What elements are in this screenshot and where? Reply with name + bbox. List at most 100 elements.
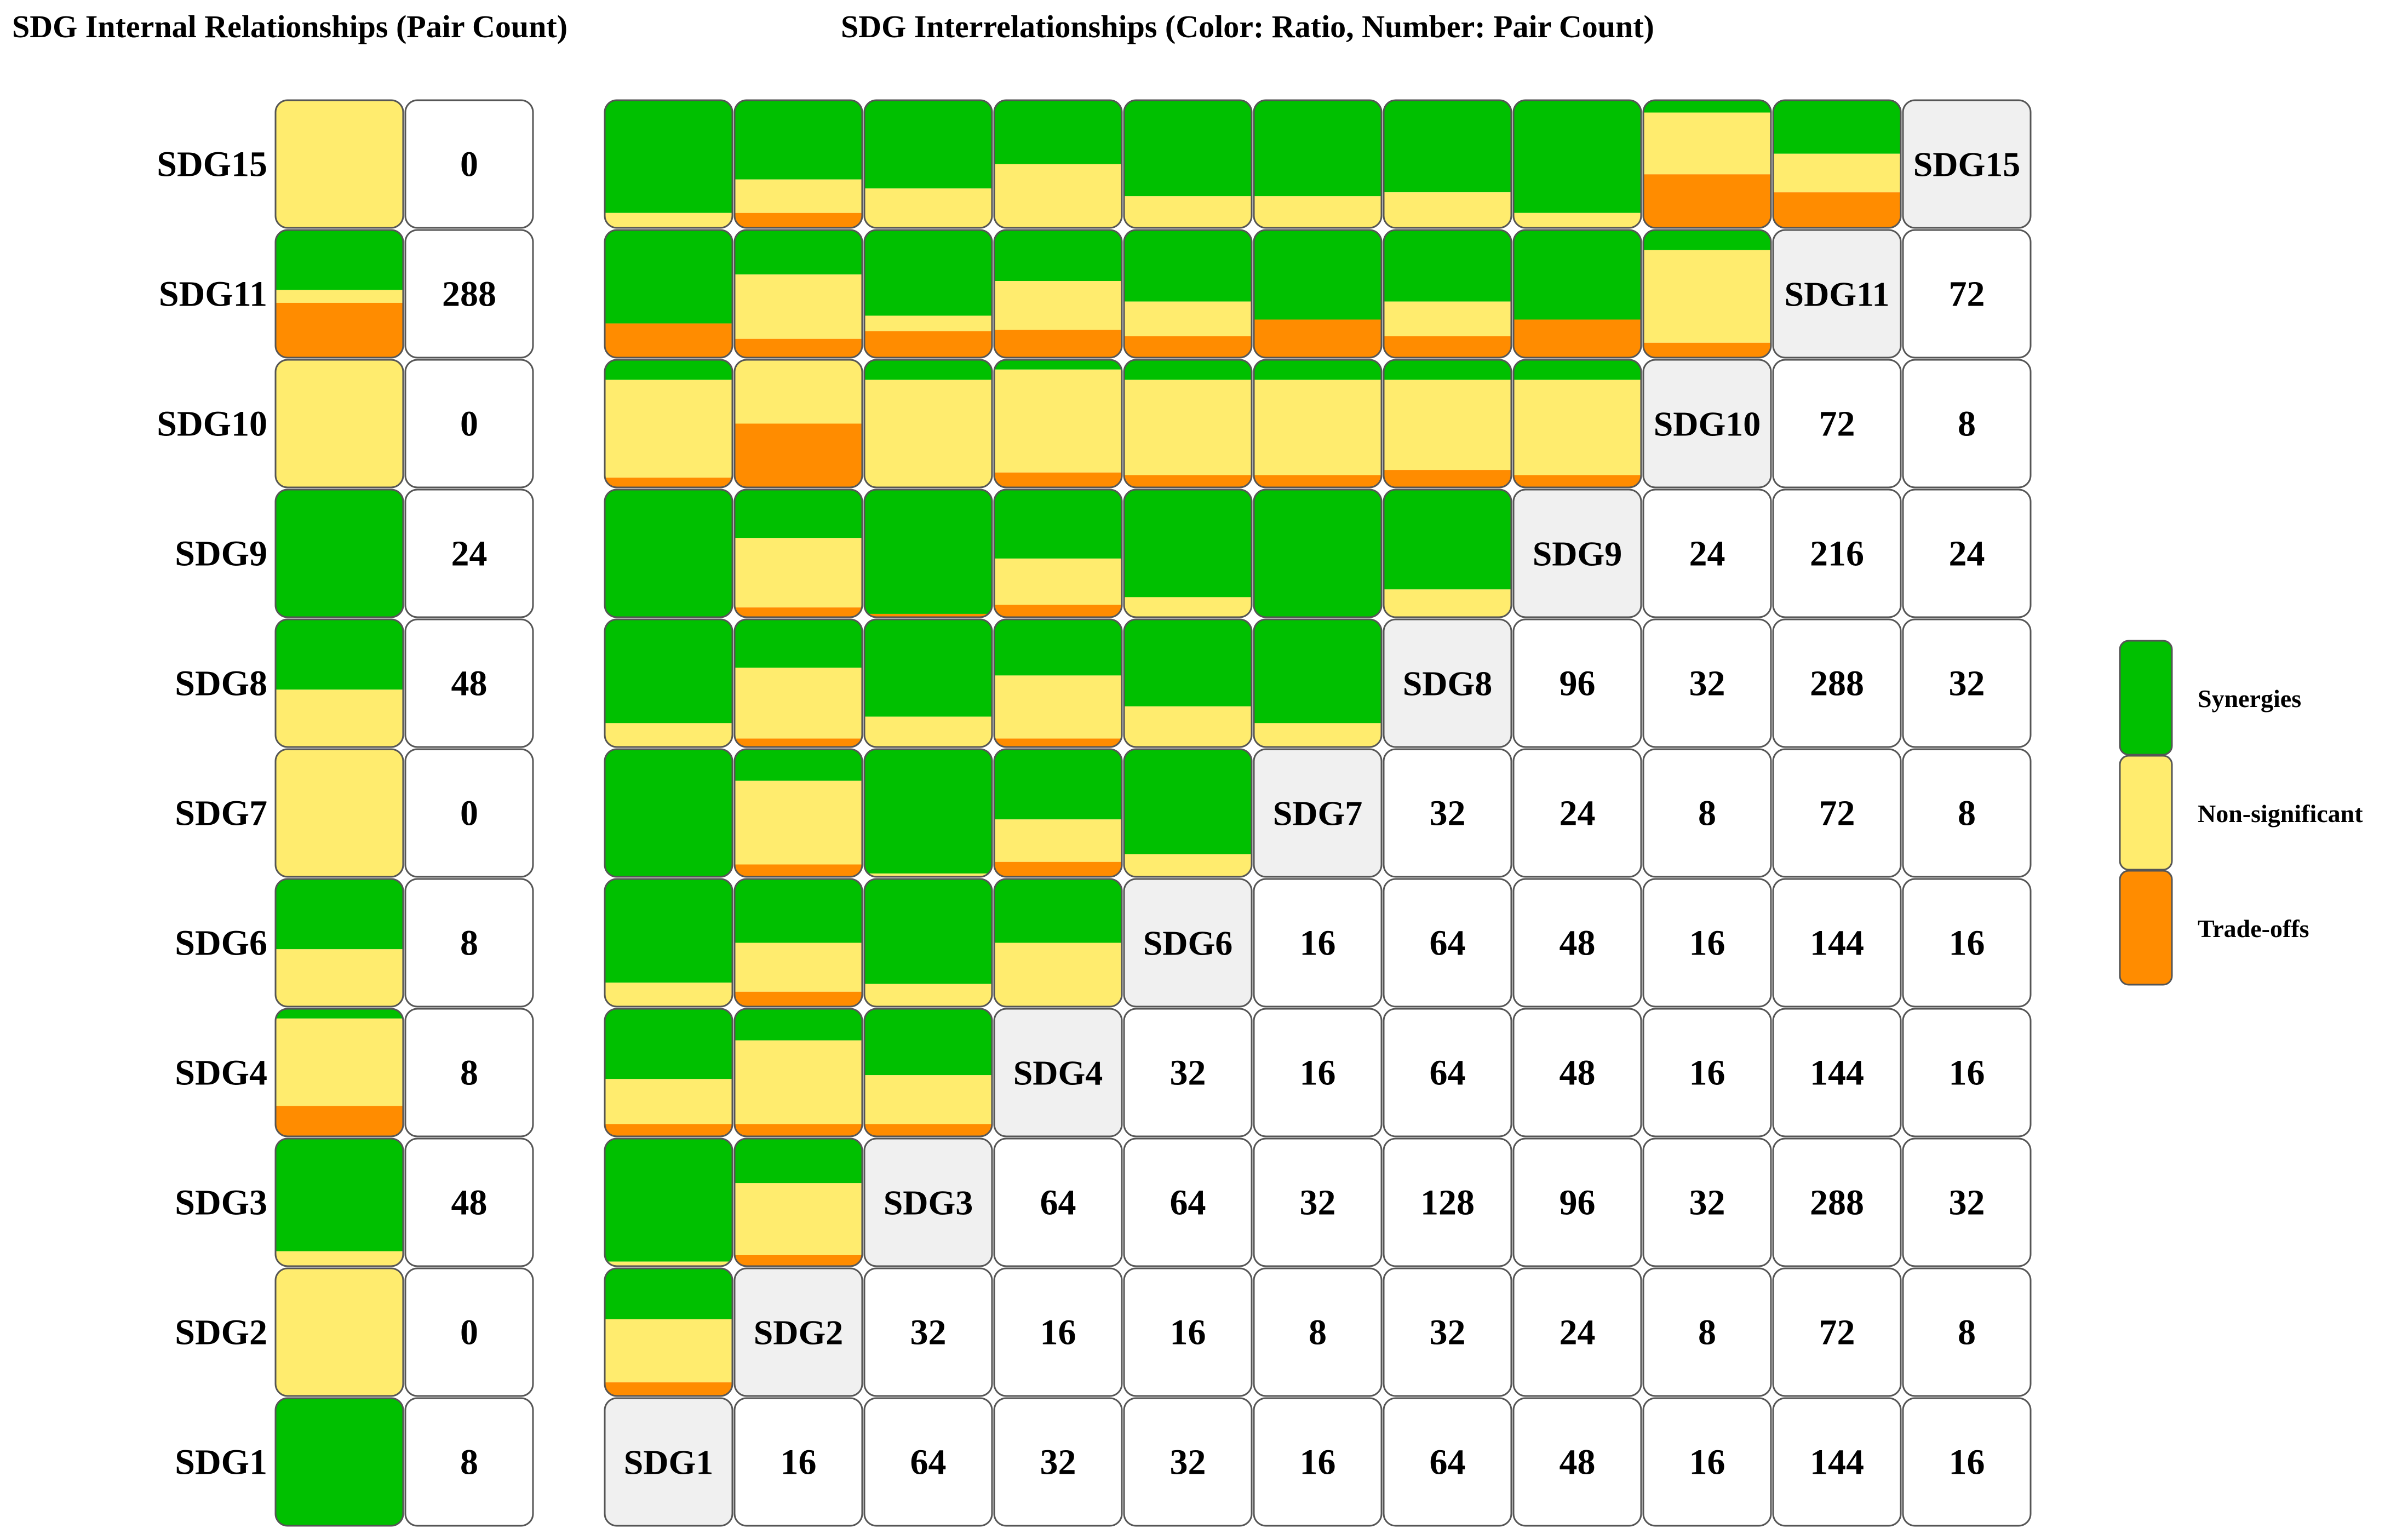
synergy-segment [275, 878, 404, 950]
ratio-cell [1123, 748, 1253, 878]
synergy-segment [275, 1008, 404, 1019]
internal-ratio-bar [274, 1267, 404, 1397]
nonsignificant-segment [994, 281, 1122, 330]
ratio-cell [1642, 99, 1772, 229]
tradeoff-segment [604, 1124, 733, 1137]
pair-count-cell: 16 [1902, 1008, 2032, 1137]
nonsignificant-segment [1253, 196, 1382, 228]
pair-count-cell: 72 [1902, 229, 2032, 359]
ratio-cell [604, 489, 733, 618]
nonsignificant-segment [1123, 597, 1252, 618]
diagonal-label-cell-text: SDG7 [1273, 794, 1363, 833]
pair-count-cell: 16 [733, 1397, 863, 1527]
ratio-cell [733, 618, 863, 748]
tradeoff-segment [1253, 319, 1382, 358]
ratio-cell [863, 359, 993, 489]
ratio-cell [1383, 99, 1512, 229]
ratio-cell [1512, 229, 1642, 359]
nonsignificant-segment [734, 179, 863, 213]
internal-ratio-bar [274, 618, 404, 748]
ratio-cell [1383, 489, 1512, 618]
ratio-cell [1123, 618, 1253, 748]
ratio-cell [1123, 99, 1253, 229]
pair-count-cell-text: 144 [1810, 1443, 1864, 1482]
ratio-cell [604, 229, 733, 359]
pair-count-cell: 16 [1642, 878, 1772, 1008]
diagonal-label-cell-text: SDG2 [754, 1313, 844, 1352]
diagonal-label-cell-text: SDG1 [624, 1443, 714, 1482]
diagonal-label-cell: SDG7 [1253, 748, 1383, 878]
ratio-cell [1772, 99, 1902, 229]
ratio-cell [993, 489, 1123, 618]
tradeoff-segment [994, 330, 1122, 358]
pair-count-cell-text: 64 [910, 1443, 947, 1482]
tradeoff-segment [1383, 470, 1512, 488]
pair-count-cell-text: 32 [1949, 1183, 1985, 1223]
synergy-segment [1123, 359, 1252, 380]
nonsignificant-segment [604, 1319, 733, 1383]
pair-count-cell-text: 32 [1170, 1443, 1206, 1482]
ratio-cell [604, 99, 733, 229]
pair-count-cell: 144 [1772, 1397, 1902, 1527]
synergy-segment [604, 229, 733, 324]
tradeoff-segment [994, 861, 1122, 877]
row-label: SDG10 [157, 404, 267, 444]
diagonal-label-cell-text: SDG15 [1913, 145, 2021, 184]
pair-count-cell: 16 [1253, 1397, 1383, 1527]
interrelationships-matrix: SDG15 SDG11 72 SDG10 72 8 SDG9 24 216 24 SDG8 96 32 2… [604, 99, 2032, 1527]
synergy-segment [1513, 229, 1642, 320]
pair-count-cell-text: 24 [1560, 1313, 1596, 1353]
pair-count-cell: 32 [1123, 1008, 1253, 1137]
tradeoff-segment [275, 1106, 404, 1137]
tradeoff-segment [604, 478, 733, 488]
pair-count-cell: 64 [1123, 1137, 1253, 1267]
pair-count-cell-text: 24 [1949, 534, 1985, 574]
tradeoff-segment [994, 605, 1122, 618]
tradeoff-segment [994, 738, 1122, 748]
pair-count-cell: 32 [1123, 1397, 1253, 1527]
pair-count-cell: 144 [1772, 878, 1902, 1008]
pair-count-cell-text: 48 [1560, 923, 1596, 963]
tradeoff-segment [734, 864, 863, 877]
ratio-cell [1253, 618, 1383, 748]
nonsignificant-segment [994, 819, 1122, 862]
tradeoff-segment [1383, 336, 1512, 358]
nonsignificant-segment [734, 1040, 863, 1124]
internal-pair-count: 48 [404, 618, 534, 748]
pair-count-cell-text: 216 [1810, 534, 1864, 574]
tradeoff-segment [275, 302, 404, 358]
pair-count-cell-text: 48 [1560, 1053, 1596, 1093]
nonsignificant-segment [734, 538, 863, 608]
nonsignificant-segment [1383, 192, 1512, 228]
pair-count-cell: 8 [1902, 748, 2032, 878]
nonsignificant-segment [734, 943, 863, 992]
tradeoff-segment [1123, 336, 1252, 358]
pair-count-cell-text: 16 [1949, 923, 1985, 963]
tradeoff-segment [994, 472, 1122, 488]
legend-swatch [2119, 640, 2173, 756]
pair-count-cell: 48 [1512, 1008, 1642, 1137]
pair-count-cell-text: 96 [1560, 1183, 1596, 1223]
pair-count-cell: 216 [1772, 489, 1902, 618]
ratio-cell [604, 878, 733, 1008]
synergy-segment [1253, 100, 1382, 197]
nonsignificant-segment [1383, 301, 1512, 337]
ratio-cell [733, 1008, 863, 1137]
synergy-segment [994, 229, 1122, 281]
pair-count-cell-text: 72 [1819, 404, 1855, 444]
tradeoff-segment [734, 738, 863, 748]
pair-count-cell: 64 [1383, 878, 1512, 1008]
internal-pair-count-text: 0 [460, 145, 478, 185]
nonsignificant-segment [864, 716, 993, 748]
nonsignificant-segment [864, 984, 993, 1007]
pair-count-cell-text: 32 [1689, 1183, 1725, 1223]
pair-count-cell: 32 [1902, 618, 2032, 748]
internal-pair-count: 8 [404, 878, 534, 1008]
pair-count-cell: 16 [1902, 1397, 2032, 1527]
nonsignificant-segment [1513, 380, 1642, 475]
ratio-cell [993, 618, 1123, 748]
ratio-cell [733, 1137, 863, 1267]
pair-count-cell: 288 [1772, 1137, 1902, 1267]
pair-count-cell-text: 64 [1430, 1053, 1466, 1093]
